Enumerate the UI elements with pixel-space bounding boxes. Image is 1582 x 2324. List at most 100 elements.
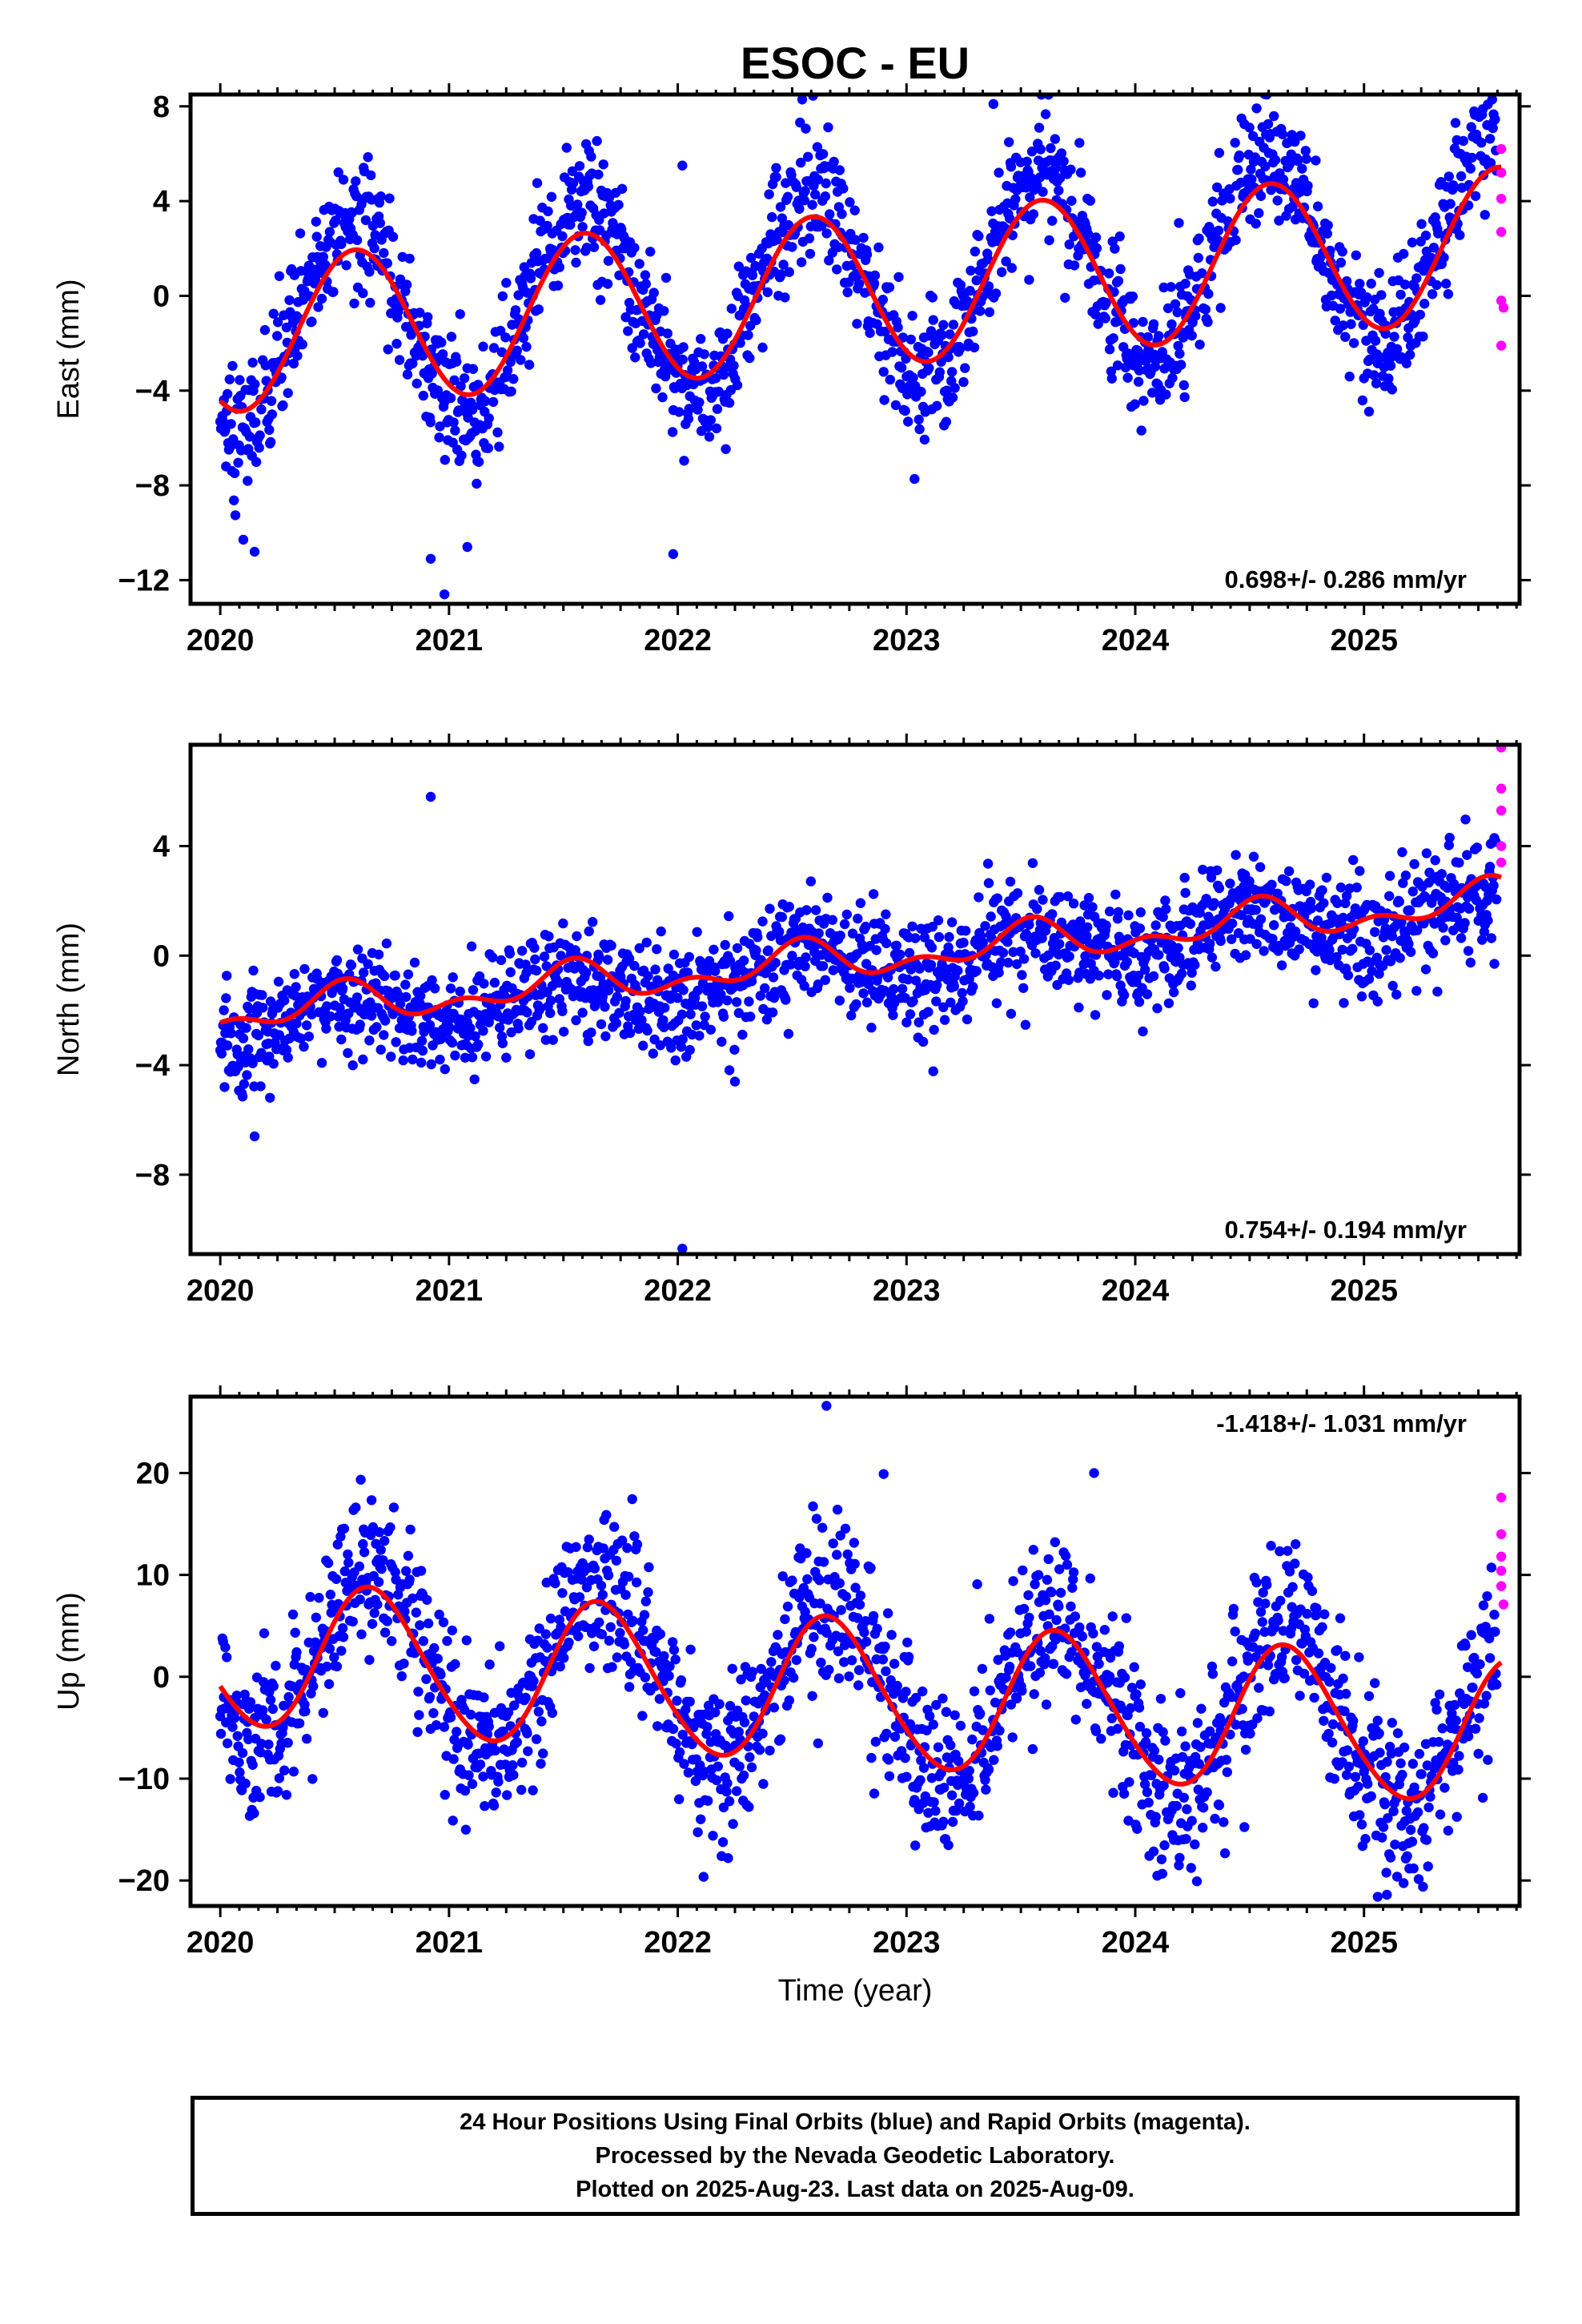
final-orbit-point bbox=[1480, 210, 1491, 220]
final-orbit-point bbox=[805, 876, 816, 887]
final-orbit-point bbox=[434, 1609, 444, 1620]
final-orbit-point bbox=[639, 1610, 650, 1620]
final-orbit-point bbox=[685, 1696, 695, 1707]
final-orbit-point bbox=[861, 921, 871, 932]
final-orbit-point bbox=[941, 416, 952, 427]
final-orbit-point bbox=[638, 1625, 648, 1635]
final-orbit-point bbox=[571, 1015, 581, 1026]
final-orbit-point bbox=[442, 1635, 452, 1647]
final-orbit-point bbox=[257, 990, 267, 1000]
final-orbit-point bbox=[479, 1692, 489, 1703]
final-orbit-point bbox=[237, 1092, 248, 1102]
final-orbit-point bbox=[806, 1643, 817, 1655]
final-orbit-point bbox=[1070, 1611, 1081, 1622]
final-orbit-point bbox=[288, 1767, 299, 1777]
final-orbit-point bbox=[1024, 1612, 1034, 1623]
final-orbit-point bbox=[545, 1007, 556, 1019]
final-orbit-point bbox=[612, 991, 622, 1002]
final-orbit-point bbox=[518, 332, 529, 344]
final-orbit-point bbox=[341, 260, 351, 271]
y-tick-label: 4 bbox=[153, 185, 170, 219]
final-orbit-point bbox=[1416, 219, 1427, 229]
final-orbit-point bbox=[1214, 147, 1225, 159]
final-orbit-point bbox=[616, 183, 628, 194]
final-orbit-point bbox=[509, 1700, 520, 1711]
final-orbit-point bbox=[412, 1727, 423, 1737]
final-orbit-point bbox=[299, 1041, 309, 1052]
final-orbit-point bbox=[1436, 869, 1447, 879]
final-orbit-point bbox=[1380, 328, 1391, 339]
final-orbit-point bbox=[747, 1667, 758, 1677]
final-orbit-point bbox=[264, 424, 275, 435]
final-orbit-point bbox=[910, 1840, 921, 1851]
final-orbit-point bbox=[1472, 842, 1483, 853]
final-orbit-point bbox=[318, 251, 328, 262]
final-orbit-point bbox=[528, 1675, 539, 1687]
final-orbit-point bbox=[592, 135, 602, 147]
final-orbit-point bbox=[878, 367, 889, 377]
final-orbit-point bbox=[937, 330, 947, 340]
final-orbit-point bbox=[624, 1571, 634, 1582]
final-orbit-point bbox=[965, 1801, 975, 1812]
final-orbit-point bbox=[1186, 330, 1197, 341]
final-orbit-point bbox=[239, 1079, 249, 1089]
final-orbit-point bbox=[606, 940, 616, 951]
final-orbit-point bbox=[693, 1827, 703, 1838]
final-orbit-point bbox=[881, 938, 892, 949]
y-tick-label: 8 bbox=[153, 90, 170, 124]
final-orbit-point bbox=[989, 1755, 999, 1765]
final-orbit-point bbox=[334, 1021, 344, 1032]
final-orbit-point bbox=[637, 1711, 648, 1721]
final-orbit-point bbox=[1484, 862, 1496, 872]
final-orbit-point bbox=[408, 358, 418, 369]
final-orbit-point bbox=[291, 1647, 302, 1658]
final-orbit-point bbox=[762, 287, 773, 298]
final-orbit-point bbox=[803, 151, 813, 162]
final-orbit-point bbox=[379, 971, 390, 982]
final-orbit-point bbox=[758, 1779, 769, 1789]
x-tick-label: 2024 bbox=[1102, 1274, 1170, 1308]
final-orbit-point bbox=[422, 1594, 432, 1606]
final-orbit-point bbox=[1398, 878, 1408, 888]
final-orbit-point bbox=[931, 996, 942, 1007]
final-orbit-point bbox=[697, 361, 708, 372]
final-orbit-point bbox=[1477, 935, 1488, 945]
final-orbit-point bbox=[1195, 340, 1205, 350]
final-orbit-point bbox=[820, 975, 831, 986]
final-orbit-point bbox=[1129, 1662, 1139, 1672]
final-orbit-point bbox=[430, 983, 440, 994]
final-orbit-point bbox=[872, 1623, 882, 1634]
model-fit-line bbox=[219, 873, 1503, 1025]
final-orbit-point bbox=[512, 345, 522, 356]
final-orbit-point bbox=[436, 1670, 446, 1680]
final-orbit-point bbox=[1254, 207, 1264, 219]
final-orbit-point bbox=[772, 235, 782, 245]
final-orbit-point bbox=[773, 1630, 783, 1640]
final-orbit-point bbox=[705, 415, 716, 425]
final-orbit-point bbox=[968, 982, 978, 992]
final-orbit-point bbox=[1311, 965, 1321, 975]
final-orbit-point bbox=[1158, 911, 1168, 923]
final-orbit-point bbox=[416, 991, 426, 1001]
final-orbit-point bbox=[1319, 898, 1329, 909]
final-orbit-point bbox=[643, 1587, 653, 1598]
final-orbit-point bbox=[1348, 338, 1359, 348]
final-orbit-point bbox=[643, 971, 653, 982]
final-orbit-point bbox=[1458, 135, 1469, 147]
final-orbit-point bbox=[1005, 1627, 1016, 1638]
final-orbit-point bbox=[447, 1625, 457, 1636]
final-orbit-point bbox=[1337, 247, 1347, 257]
final-orbit-point bbox=[264, 1051, 275, 1062]
final-orbit-point bbox=[314, 1593, 324, 1603]
final-orbit-point bbox=[1301, 154, 1311, 164]
final-orbit-point bbox=[1323, 220, 1333, 231]
final-orbit-point bbox=[251, 456, 262, 468]
final-orbit-point bbox=[620, 1590, 631, 1600]
final-orbit-point bbox=[1331, 951, 1342, 963]
final-orbit-point bbox=[373, 949, 384, 960]
final-orbit-point bbox=[439, 1722, 450, 1732]
final-orbit-point bbox=[1054, 1601, 1064, 1612]
final-orbit-point bbox=[1274, 215, 1284, 226]
final-orbit-point bbox=[842, 1549, 853, 1560]
